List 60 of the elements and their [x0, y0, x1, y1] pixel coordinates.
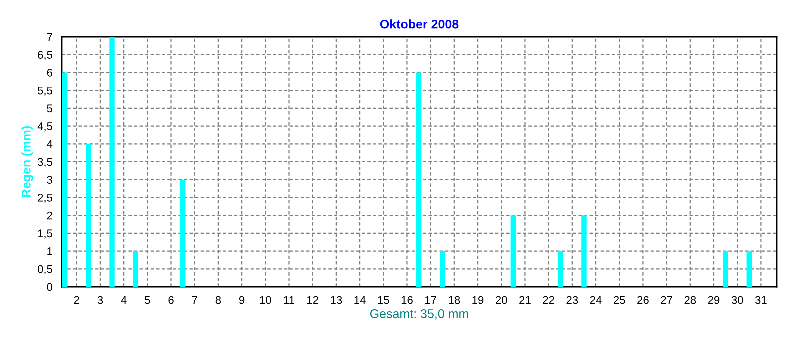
y-tick-label: 6 — [47, 68, 52, 77]
bar — [62, 72, 68, 287]
bar — [582, 216, 587, 287]
x-tick-label: 31 — [755, 296, 767, 304]
y-tick-label: 6,5 — [38, 51, 53, 60]
x-tick-label: 18 — [449, 296, 460, 304]
y-tick-label: 5,5 — [38, 86, 53, 96]
y-tick-label: 3 — [47, 176, 52, 184]
x-tick-label: 8 — [216, 296, 222, 304]
x-tick-label: 2 — [74, 296, 80, 304]
x-tick-label: 20 — [496, 296, 508, 304]
x-tick-label: 27 — [661, 296, 672, 304]
x-tick-label: 17 — [425, 296, 436, 304]
x-tick-label: 21 — [520, 296, 531, 304]
y-tick-label: 2 — [47, 212, 52, 220]
bar — [746, 251, 752, 287]
x-axis-title: Gesamt: 35,0 mm — [370, 309, 468, 320]
x-tick-label: 9 — [239, 296, 245, 304]
x-tick-label: 23 — [566, 296, 578, 304]
y-tick-label: 5 — [47, 104, 53, 113]
x-tick-label: 26 — [638, 296, 649, 304]
y-tick-label: 0,5 — [38, 265, 53, 275]
y-tick-label: 7 — [47, 33, 52, 42]
x-tick-label: 22 — [543, 296, 554, 304]
bar — [510, 216, 516, 287]
y-tick-label: 4,5 — [38, 122, 53, 132]
y-tick-label: 1,5 — [38, 230, 53, 239]
x-tick-label: 14 — [354, 296, 366, 304]
bar — [723, 251, 728, 287]
bar — [110, 37, 115, 287]
x-tick-label: 4 — [121, 296, 127, 304]
chart-title: Oktober 2008 — [380, 20, 459, 29]
x-tick-label: 25 — [614, 296, 626, 304]
x-tick-label: 13 — [331, 296, 342, 304]
y-axis-title: Regen (mm) — [22, 126, 34, 198]
x-tick-label: 3 — [98, 296, 104, 304]
x-tick-label: 30 — [732, 296, 744, 304]
bar — [180, 180, 186, 287]
bar — [440, 251, 446, 287]
x-tick-label: 11 — [284, 296, 294, 304]
x-tick-label: 6 — [168, 296, 174, 304]
y-tick-label: 4 — [47, 140, 53, 148]
x-tick-label: 10 — [260, 296, 272, 304]
x-tick-label: 5 — [145, 296, 150, 304]
x-tick-label: 7 — [192, 296, 198, 304]
x-tick-label: 16 — [402, 296, 413, 304]
bar — [558, 251, 564, 287]
x-tick-label: 15 — [378, 296, 390, 304]
y-tick-label: 3,5 — [38, 158, 53, 168]
y-tick-label: 2,5 — [38, 194, 53, 204]
y-tick-label: 0 — [47, 283, 53, 292]
bar — [416, 72, 422, 287]
bar — [133, 251, 138, 287]
x-tick-label: 28 — [684, 296, 696, 304]
y-tick-label: 1 — [48, 248, 52, 256]
bar — [86, 144, 92, 287]
x-tick-label: 24 — [590, 296, 602, 304]
x-tick-label: 12 — [308, 296, 318, 304]
x-tick-label: 29 — [708, 296, 720, 304]
x-tick-label: 19 — [472, 296, 484, 304]
